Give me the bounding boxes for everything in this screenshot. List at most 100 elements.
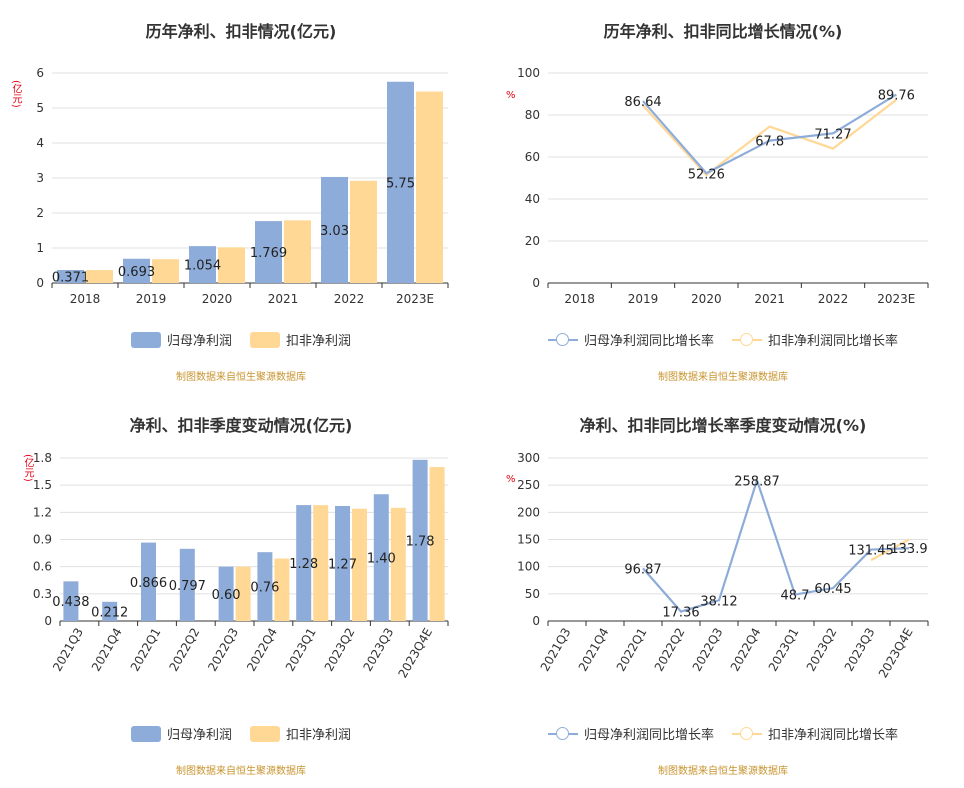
x-tick-label: 2021	[754, 292, 785, 306]
x-tick-label: 2022	[334, 292, 365, 306]
x-tick-label: 2019	[136, 292, 167, 306]
legend-item-series-2[interactable]: 扣非净利润	[250, 330, 351, 349]
chart-panel-annual-growth: 历年净利、扣非同比增长情况(%) % 0 20 40 60 80 100 2018 2019 2…	[482, 0, 964, 394]
legend[interactable]: 归母净利润同比增长率 扣非净利润同比增长率	[482, 330, 964, 349]
bar-net-profit	[57, 270, 84, 283]
y-tick-label: 0	[532, 614, 540, 628]
legend[interactable]: 归母净利润 扣非净利润	[0, 330, 482, 349]
chart-title: 历年净利、扣非同比增长情况(%)	[603, 22, 843, 41]
x-tick-label: 2022Q1	[614, 626, 650, 674]
legend-swatch	[732, 726, 762, 742]
y-tick-label: 300	[517, 451, 540, 465]
y-tick-label: 20	[525, 234, 540, 248]
x-tick-label: 2021	[268, 292, 299, 306]
x-tick-label: 2023Q2	[804, 626, 840, 674]
legend-item-series-2[interactable]: 扣非净利润同比增长率	[732, 724, 898, 743]
x-tick-label: 2022Q2	[166, 626, 202, 674]
bar-deducted-profit	[218, 247, 245, 283]
bar-net-profit	[141, 542, 156, 621]
bar-net-profit	[63, 581, 79, 621]
bar-deducted-profit	[416, 91, 443, 283]
data-label: 5.75	[386, 176, 415, 191]
data-label: 1.28	[289, 557, 318, 572]
data-label: 1.27	[328, 557, 357, 572]
bar-net-profit	[373, 494, 389, 621]
data-source-note: 制图数据来自恒生聚源数据库	[658, 372, 788, 383]
y-tick-label: 150	[517, 533, 540, 547]
x-tick-label: 2022Q3	[690, 626, 726, 674]
data-label: 0.60	[212, 588, 241, 603]
legend-swatch	[130, 331, 161, 348]
x-tick-label: 2021Q4	[576, 626, 612, 674]
y-tick-label: 50	[525, 587, 540, 601]
legend-swatch	[250, 331, 280, 348]
y-tick-label: 3	[36, 171, 44, 185]
y-tick-label: 0	[36, 276, 44, 290]
legend-item-series-1[interactable]: 归母净利润同比增长率	[547, 330, 714, 349]
legend-swatch	[250, 725, 280, 742]
data-label: 258.87	[734, 474, 780, 489]
bar-deducted-profit	[352, 508, 367, 621]
data-label: 48.7	[781, 589, 810, 604]
y-tick-label: 250	[517, 478, 540, 492]
y-tick-label: 6	[36, 66, 44, 80]
bar-net-profit	[123, 258, 150, 283]
chart-plot: 0 20 40 60 80 100 2018 2019 2020 2021 2022 2023E 86.…	[517, 66, 929, 306]
x-tick-label: 2023Q4E	[395, 626, 435, 681]
y-tick-label: 0.9	[33, 533, 52, 547]
legend-swatch	[547, 332, 578, 348]
x-tick-label: 2019	[628, 292, 659, 306]
data-label: 96.87	[624, 562, 661, 577]
y-unit-label: %	[506, 474, 516, 485]
line-net-profit-growth	[642, 93, 897, 175]
y-tick-label: 1	[36, 241, 44, 255]
legend-label: 扣非净利润	[286, 728, 352, 743]
legend-label: 扣非净利润同比增长率	[768, 334, 899, 349]
legend[interactable]: 归母净利润 扣非净利润	[0, 724, 482, 743]
x-tick-label: 2020	[691, 292, 722, 306]
y-tick-label: 0	[44, 614, 52, 628]
bar-net-profit	[189, 246, 216, 283]
data-source-note: 制图数据来自恒生聚源数据库	[176, 372, 306, 383]
data-label: 1.78	[406, 534, 435, 549]
data-label: 131.45	[848, 544, 894, 559]
legend-label: 归母净利润同比增长率	[583, 334, 714, 349]
y-tick-label: 4	[36, 136, 44, 150]
x-tick-label: 2018	[70, 292, 101, 306]
x-tick-label: 2023Q3	[842, 626, 878, 674]
y-unit-label: (亿元)	[22, 454, 33, 482]
data-label: 0.797	[169, 579, 206, 594]
x-tick-label: 2023Q1	[283, 626, 319, 674]
chart-plot: 0 1 2 3 4 5 6 2018 2019 2020 2021 2022 2023E 0.371 0.6…	[36, 66, 449, 306]
legend-label: 归母净利润同比增长率	[583, 728, 714, 743]
legend-swatch	[732, 332, 762, 348]
x-tick-label: 2022Q4	[244, 626, 280, 674]
data-label: 17.36	[662, 606, 699, 621]
bar-deducted-profit	[86, 270, 113, 283]
legend[interactable]: 归母净利润同比增长率 扣非净利润同比增长率	[482, 724, 964, 743]
data-label: 1.054	[184, 259, 221, 274]
y-tick-label: 1.5	[33, 478, 52, 492]
x-tick-label: 2022	[818, 292, 849, 306]
bar-deducted-profit	[284, 220, 311, 283]
x-tick-label: 2021Q3	[50, 626, 86, 674]
legend-item-series-1[interactable]: 归母净利润	[130, 330, 232, 349]
x-tick-label: 2023E	[877, 292, 915, 306]
chart-title: 历年净利、扣非情况(亿元)	[145, 22, 337, 41]
x-tick-label: 2022Q2	[652, 626, 688, 674]
bar-deducted-profit	[235, 566, 251, 621]
legend-label: 归母净利润	[166, 334, 232, 349]
chart-panel-quarterly-growth: 净利、扣非同比增长率季度变动情况(%) % 0 50 100 150 200 250 300…	[482, 394, 964, 788]
data-label: 133.9	[890, 542, 927, 557]
data-label: 0.212	[91, 605, 128, 620]
legend-label: 扣非净利润	[286, 334, 352, 349]
y-tick-label: 1.2	[33, 505, 52, 519]
data-label: 60.45	[814, 582, 851, 597]
legend-item-series-1[interactable]: 归母净利润同比增长率	[547, 724, 714, 743]
legend-item-series-2[interactable]: 扣非净利润同比增长率	[732, 330, 898, 349]
legend-item-series-2[interactable]: 扣非净利润	[250, 724, 351, 743]
legend-item-series-1[interactable]: 归母净利润	[130, 724, 232, 743]
x-tick-label: 2023Q3	[360, 626, 396, 674]
data-label: 89.76	[878, 89, 915, 104]
data-label: 0.371	[52, 271, 89, 286]
